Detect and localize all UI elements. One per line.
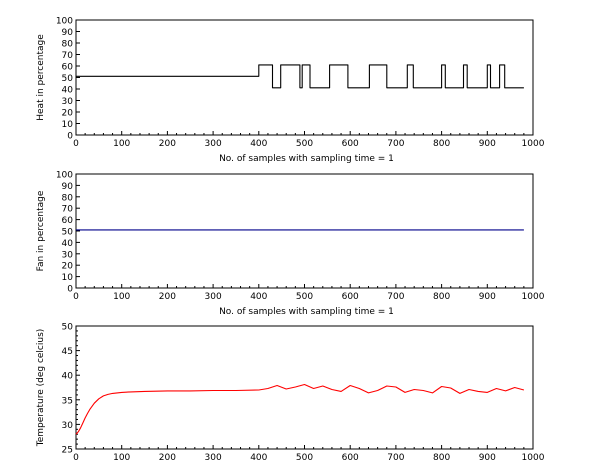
y-tick-label: 0 <box>67 132 73 142</box>
x-tick-label: 600 <box>342 453 359 460</box>
y-tick-label: 20 <box>62 262 74 272</box>
x-tick-label: 0 <box>73 292 79 302</box>
x-tick-label: 800 <box>433 292 450 302</box>
x-tick-label: 600 <box>342 139 359 149</box>
y-tick-label: 30 <box>62 97 74 107</box>
y-tick-label: 10 <box>62 120 74 130</box>
y-tick-label: 50 <box>62 228 74 238</box>
plot-frame <box>75 173 534 289</box>
x-tick-label: 300 <box>205 139 222 149</box>
plot-frame <box>75 19 534 136</box>
x-tick-label: 500 <box>296 139 313 149</box>
x-tick-label: 700 <box>387 139 404 149</box>
x-tick-label: 200 <box>159 453 176 460</box>
x-tick-label: 800 <box>433 139 450 149</box>
x-tick-label: 500 <box>296 292 313 302</box>
x-axis-label: No. of samples with sampling time = 1 <box>219 154 394 164</box>
y-tick-label: 30 <box>62 250 74 260</box>
y-tick-label: 25 <box>62 446 73 456</box>
x-tick-label: 0 <box>73 453 79 460</box>
x-tick-label: 100 <box>113 292 130 302</box>
x-tick-label: 700 <box>387 453 404 460</box>
y-tick-label: 60 <box>62 63 74 73</box>
y-tick-label: 100 <box>56 171 73 181</box>
y-tick-label: 0 <box>67 285 73 295</box>
x-tick-label: 200 <box>159 292 176 302</box>
x-tick-label: 600 <box>342 292 359 302</box>
x-tick-label: 700 <box>387 292 404 302</box>
y-tick-label: 35 <box>62 396 73 406</box>
x-axis-label: No. of samples with sampling time = 1 <box>219 307 394 317</box>
x-tick-label: 500 <box>296 453 313 460</box>
x-tick-label: 1000 <box>522 453 545 460</box>
x-tick-label: 800 <box>433 453 450 460</box>
x-tick-label: 900 <box>479 292 496 302</box>
y-tick-label: 50 <box>62 74 74 84</box>
y-axis-label: Fan in percentage <box>36 190 46 271</box>
y-tick-label: 40 <box>62 86 74 96</box>
x-tick-label: 300 <box>205 453 222 460</box>
y-tick-label: 60 <box>62 216 74 226</box>
x-tick-label: 100 <box>113 453 130 460</box>
y-tick-label: 80 <box>62 193 74 203</box>
series-line-1 <box>75 383 525 435</box>
x-tick-label: 1000 <box>522 292 545 302</box>
y-axis-label: Temperature (deg celcius) <box>36 329 46 448</box>
y-tick-label: 70 <box>62 205 74 215</box>
x-tick-label: 200 <box>159 139 176 149</box>
x-tick-label: 300 <box>205 292 222 302</box>
y-tick-label: 50 <box>62 323 74 333</box>
plot-frame <box>75 325 534 450</box>
x-tick-label: 0 <box>73 139 79 149</box>
y-axis-label: Heat in percentage <box>36 34 46 121</box>
x-tick-label: 100 <box>113 139 130 149</box>
series-line-1 <box>76 64 524 89</box>
y-tick-label: 45 <box>62 347 73 357</box>
y-tick-label: 100 <box>56 17 73 27</box>
x-tick-label: 900 <box>479 139 496 149</box>
y-tick-label: 80 <box>62 40 74 50</box>
y-tick-label: 90 <box>62 182 74 192</box>
x-tick-label: 1000 <box>522 139 545 149</box>
x-tick-label: 900 <box>479 453 496 460</box>
y-tick-label: 10 <box>62 273 74 283</box>
y-tick-label: 70 <box>62 51 74 61</box>
x-tick-label: 400 <box>250 139 267 149</box>
y-tick-label: 20 <box>62 109 74 119</box>
y-tick-label: 30 <box>62 421 74 431</box>
y-tick-label: 40 <box>62 239 74 249</box>
x-tick-label: 400 <box>250 292 267 302</box>
x-tick-label: 400 <box>250 453 267 460</box>
chart-panel-3: 0 100 200 300 400 500 600 700 800 900 1000 25 30 35 40… <box>36 323 545 460</box>
y-tick-label: 40 <box>62 372 74 382</box>
y-tick-label: 90 <box>62 28 74 38</box>
